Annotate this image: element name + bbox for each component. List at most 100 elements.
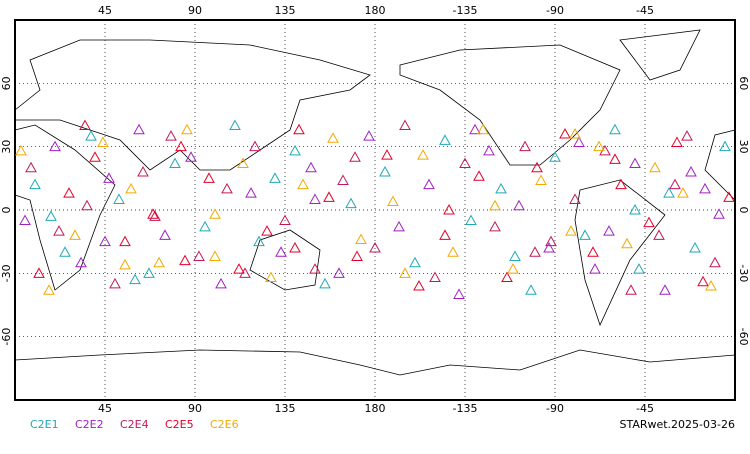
lon-tick-label: 135 xyxy=(275,402,296,415)
coastline xyxy=(14,39,371,171)
observation-marker xyxy=(103,172,115,183)
observation-marker xyxy=(25,161,37,173)
coastline xyxy=(14,124,116,291)
observation-marker xyxy=(229,119,241,131)
observation-marker xyxy=(133,123,145,135)
legend-entry: C2E5 xyxy=(165,418,194,431)
lon-tick-label: 45 xyxy=(98,402,112,415)
observation-marker xyxy=(355,233,367,245)
observation-marker xyxy=(653,229,665,240)
observation-marker xyxy=(453,288,465,299)
observation-marker xyxy=(489,220,501,232)
observation-marker xyxy=(513,199,525,211)
observation-marker xyxy=(43,284,55,295)
observation-marker xyxy=(233,263,245,274)
observation-marker xyxy=(473,170,485,181)
observation-marker xyxy=(305,161,317,173)
observation-marker xyxy=(153,256,165,268)
observation-marker xyxy=(81,199,93,211)
observation-marker xyxy=(429,271,441,283)
observation-marker xyxy=(109,277,121,289)
lat-tick-label: -60 xyxy=(0,328,13,346)
lon-tick-label: -45 xyxy=(636,402,654,415)
observation-marker xyxy=(169,157,181,169)
observation-marker xyxy=(663,187,675,198)
observation-marker xyxy=(179,254,191,266)
observation-marker xyxy=(79,119,91,131)
lon-tick-label: 45 xyxy=(98,4,112,17)
observation-marker xyxy=(593,140,605,152)
observation-marker xyxy=(337,174,349,185)
lat-tick-label: 60 xyxy=(0,76,13,90)
observation-marker xyxy=(565,225,577,236)
legend-entry: C2E1 xyxy=(30,418,59,431)
observation-marker xyxy=(681,130,693,141)
observation-marker xyxy=(309,263,321,274)
observation-marker xyxy=(185,151,197,162)
observation-marker xyxy=(669,178,681,190)
observation-marker xyxy=(209,250,221,261)
observation-marker xyxy=(483,144,495,156)
observation-marker xyxy=(529,246,541,257)
observation-marker xyxy=(543,241,555,253)
observation-marker xyxy=(137,165,149,177)
observation-marker xyxy=(633,263,645,274)
observation-marker xyxy=(697,275,709,287)
observation-marker xyxy=(709,256,721,268)
observation-marker xyxy=(319,277,331,289)
observation-marker xyxy=(659,284,671,295)
lon-tick-label: 180 xyxy=(365,402,386,415)
observation-marker xyxy=(29,178,41,190)
observation-marker xyxy=(723,191,735,202)
observation-marker xyxy=(439,229,451,240)
observation-marker xyxy=(629,157,641,169)
coastline xyxy=(249,229,321,291)
observation-marker xyxy=(387,195,399,207)
observation-marker xyxy=(215,277,227,289)
coastline xyxy=(704,129,736,201)
observation-marker xyxy=(297,178,309,190)
observation-marker xyxy=(699,182,711,194)
observation-marker xyxy=(465,214,477,226)
observation-marker xyxy=(19,214,31,226)
legend-entry: C2E6 xyxy=(210,418,239,431)
observation-marker xyxy=(399,267,411,278)
observation-marker xyxy=(119,235,131,247)
observation-marker xyxy=(15,144,27,156)
observation-marker xyxy=(409,256,421,268)
observation-marker xyxy=(149,210,161,221)
observation-marker xyxy=(393,220,405,232)
observation-marker xyxy=(209,208,221,219)
observation-marker xyxy=(129,273,141,285)
observation-marker xyxy=(59,246,71,257)
observation-marker xyxy=(49,140,61,152)
observation-marker xyxy=(333,267,345,278)
observation-marker xyxy=(125,182,137,194)
observation-marker xyxy=(477,123,489,135)
observation-marker xyxy=(363,130,375,141)
observation-marker xyxy=(147,208,159,219)
observation-marker xyxy=(289,144,301,156)
observation-marker xyxy=(549,151,561,162)
observation-marker xyxy=(507,263,519,274)
observation-marker xyxy=(85,130,97,141)
observation-marker xyxy=(589,263,601,274)
observation-marker xyxy=(119,258,131,270)
observation-marker xyxy=(113,193,125,204)
lon-tick-label: 90 xyxy=(188,4,202,17)
observation-marker xyxy=(261,225,273,236)
observation-marker xyxy=(45,210,57,221)
observation-marker xyxy=(253,235,265,247)
observation-marker xyxy=(381,149,393,160)
observation-marker xyxy=(379,165,391,177)
observation-marker xyxy=(689,241,701,253)
observation-marker xyxy=(289,241,301,253)
observation-marker xyxy=(621,237,633,249)
observation-marker xyxy=(159,229,171,240)
lat-tick-label: 0 xyxy=(0,207,13,214)
observation-marker xyxy=(625,284,637,295)
legend-entry: C2E2 xyxy=(75,418,104,431)
observation-marker xyxy=(573,136,585,147)
observation-marker xyxy=(165,130,177,141)
